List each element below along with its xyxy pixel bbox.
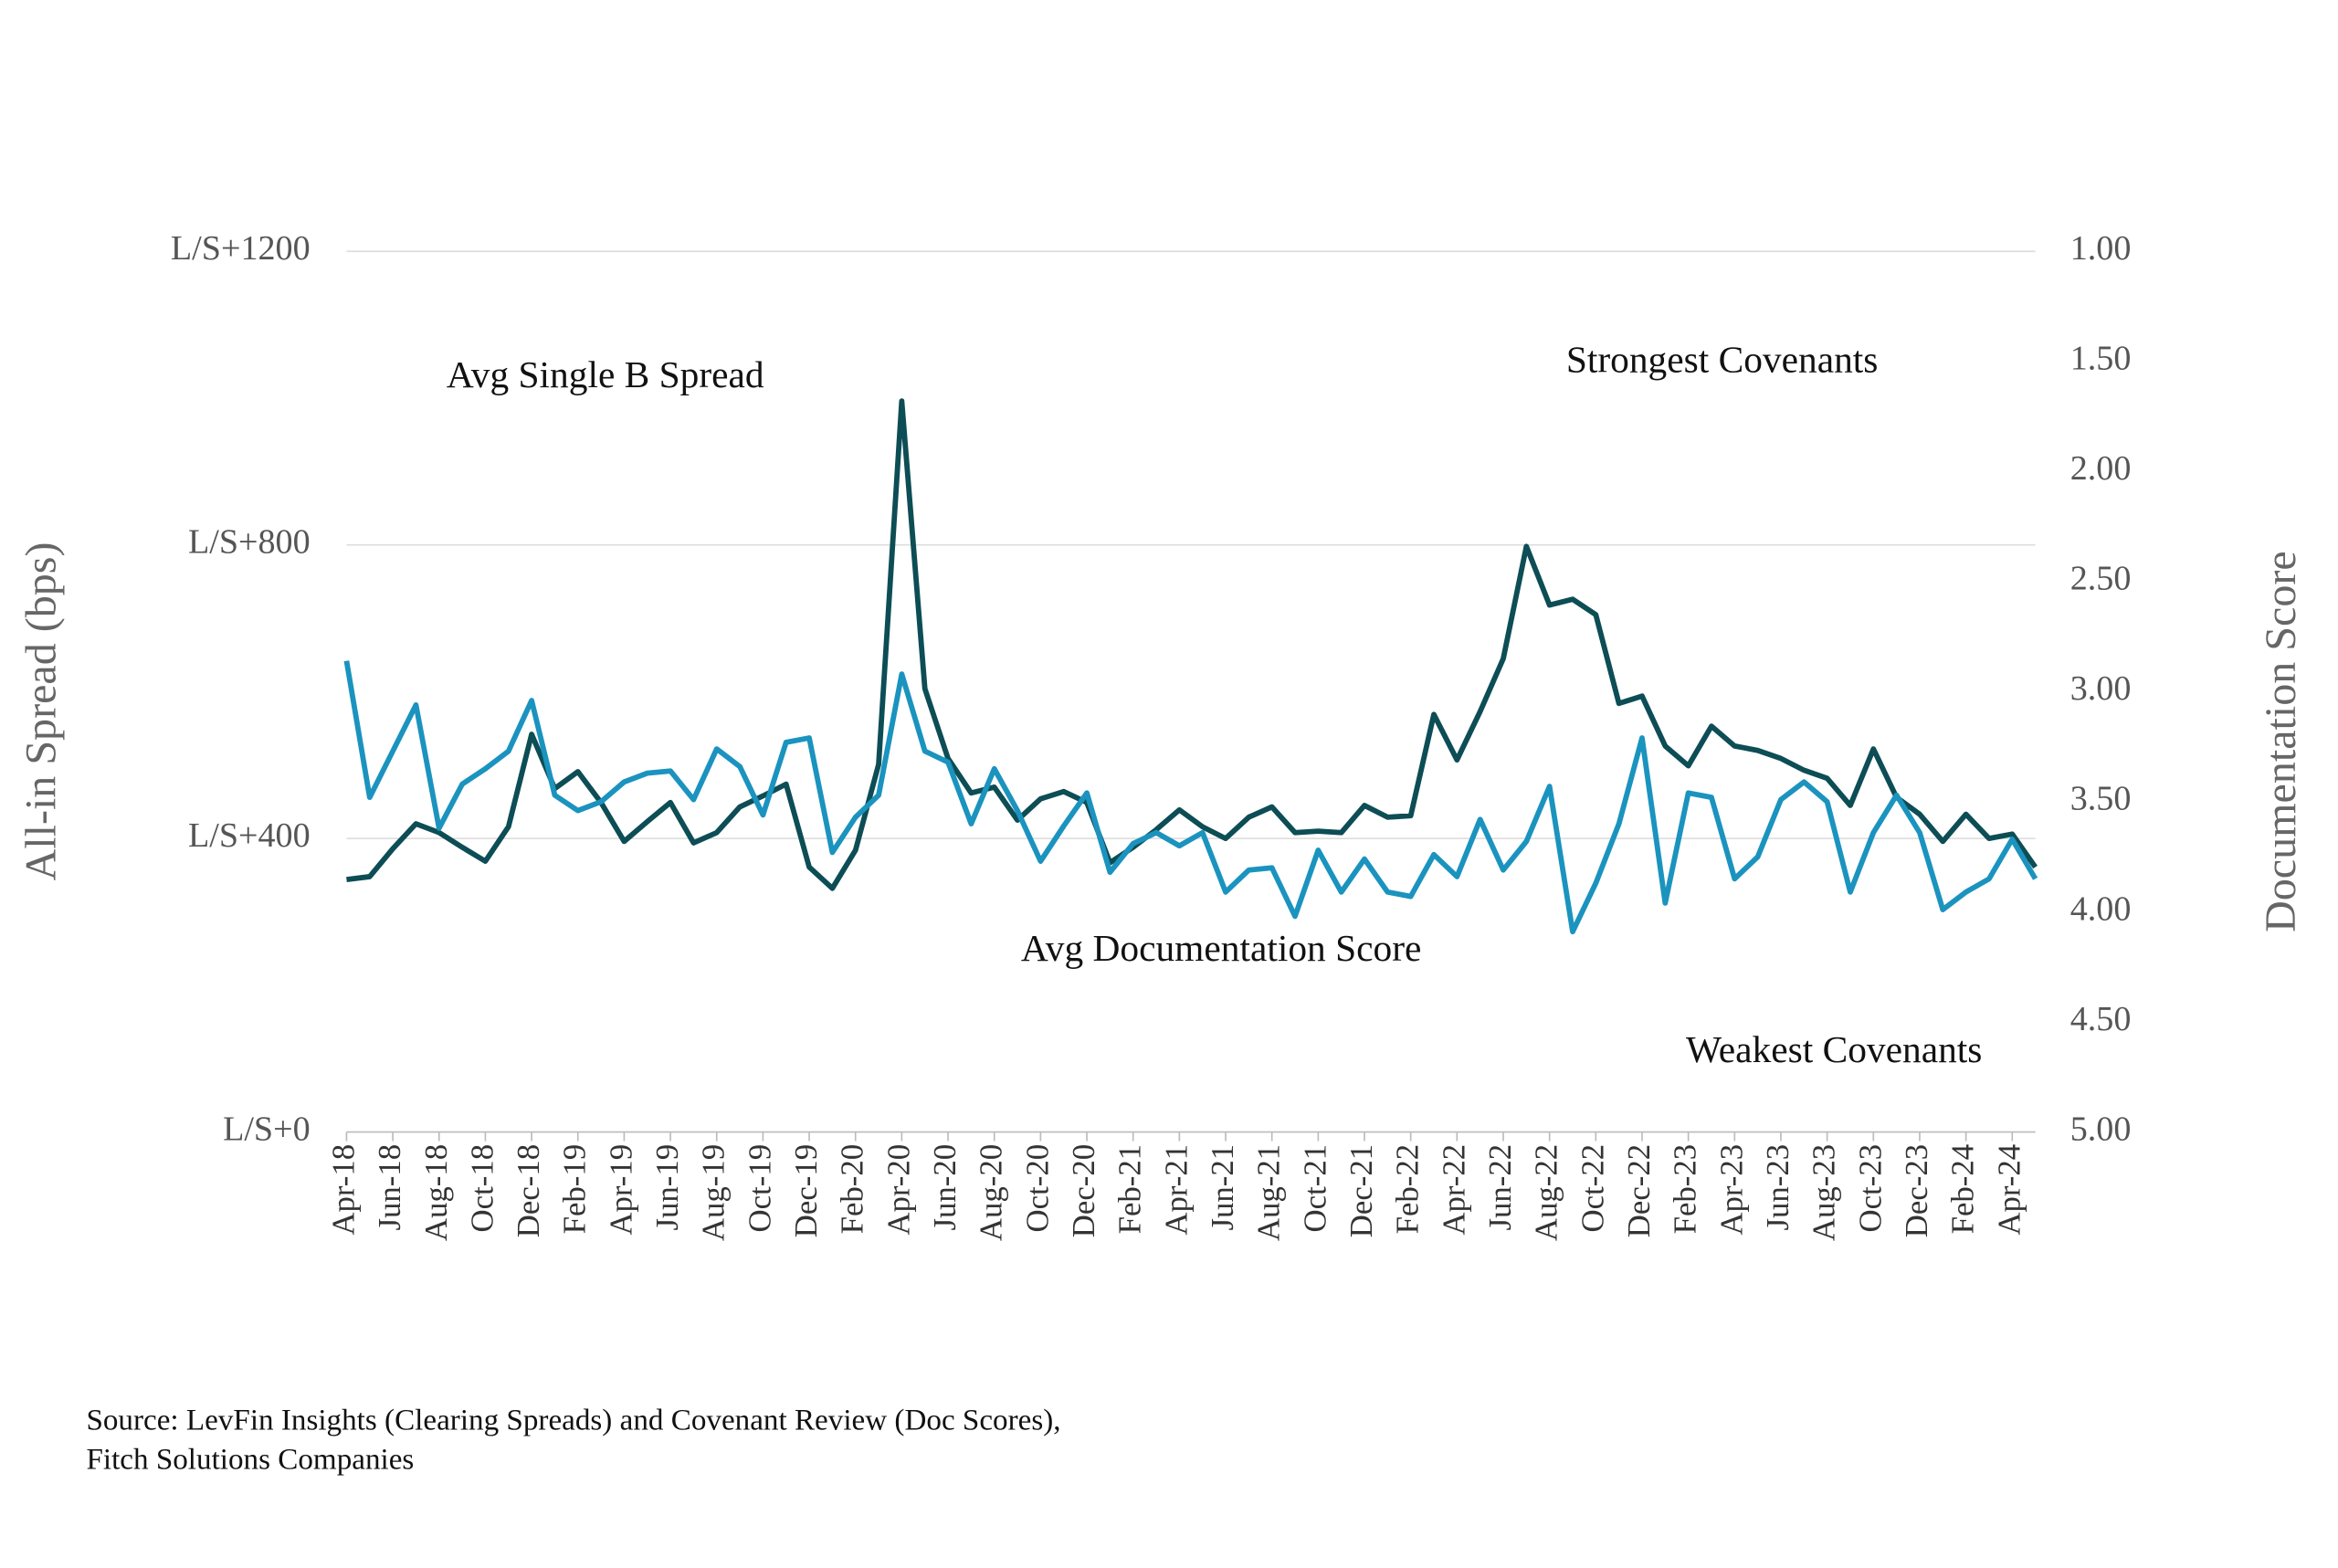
x-tick-label: Dec-19 [788,1144,824,1237]
x-tick-label: Jun-19 [649,1144,685,1231]
x-tick-label: Apr-22 [1436,1144,1471,1236]
y2-tick-label: 4.50 [2070,1000,2132,1038]
y-tick-label: L/S+400 [188,816,311,855]
y2-tick-label: 4.00 [2070,889,2132,928]
y2-tick-label: 2.00 [2070,449,2132,488]
y-axis-title: All-in Spread (bps) [17,542,66,880]
x-tick-label: Jun-20 [927,1144,963,1231]
x-tick-label: Dec-22 [1621,1144,1657,1237]
x-tick-label: Dec-21 [1343,1144,1379,1237]
x-tick-label: Jun-21 [1205,1144,1240,1231]
x-tick-label: Dec-18 [511,1144,546,1237]
x-tick-label: Aug-21 [1251,1144,1287,1241]
x-tick-label: Apr-18 [325,1144,361,1236]
series-line [346,398,2038,891]
annotation: Weakest Covenants [1686,1028,1982,1070]
source-line: Source: LevFin Insights (Clearing Spread… [86,1403,1060,1436]
x-tick-label: Oct-20 [1019,1144,1055,1233]
x-tick-label: Feb-20 [835,1144,870,1235]
x-tick-label: Apr-20 [880,1144,916,1236]
y2-tick-label: 5.00 [2070,1110,2132,1148]
x-tick-label: Aug-18 [418,1144,454,1241]
x-tick-label: Feb-24 [1945,1144,1981,1235]
x-tick-label: Oct-23 [1852,1144,1888,1233]
x-tick-label: Apr-23 [1713,1144,1749,1236]
y2-tick-label: 3.00 [2070,669,2132,708]
x-tick-label: Feb-23 [1668,1144,1703,1235]
x-tick-label: Apr-24 [1991,1144,2027,1236]
x-tick-label: Aug-23 [1806,1144,1842,1241]
y2-tick-label: 3.50 [2070,780,2132,818]
annotation: Strongest Covenants [1566,338,1879,380]
x-tick-label: Oct-19 [742,1144,777,1233]
y2-tick-label: 2.50 [2070,560,2132,598]
source-line: Fitch Solutions Companies [86,1442,414,1476]
x-tick-label: Feb-21 [1112,1144,1148,1235]
y2-tick-label: 1.50 [2070,340,2132,378]
y2-axis-title: Documentation Score [2257,551,2305,932]
x-tick-label: Jun-22 [1482,1144,1518,1231]
x-tick-label: Apr-21 [1158,1144,1194,1236]
y-tick-label: L/S+800 [188,522,311,561]
x-tick-label: Apr-19 [603,1144,638,1236]
x-tick-label: Aug-20 [974,1144,1009,1241]
x-tick-label: Jun-23 [1760,1144,1796,1231]
x-tick-label: Oct-21 [1297,1144,1332,1233]
series-label: Avg Documentation Score [1021,927,1422,969]
x-tick-label: Oct-22 [1574,1144,1610,1233]
x-tick-label: Feb-19 [557,1144,593,1235]
series-label: Avg Single B Spread [447,353,764,395]
x-tick-label: Feb-22 [1390,1144,1426,1235]
x-tick-label: Dec-20 [1066,1144,1101,1237]
series-line [343,660,2038,935]
x-tick-label: Jun-18 [372,1144,407,1231]
x-tick-label: Dec-23 [1899,1144,1934,1237]
x-tick-label: Aug-19 [696,1144,732,1241]
y-tick-label: L/S+1200 [171,229,311,268]
y-tick-label: L/S+0 [223,1110,311,1148]
x-tick-label: Aug-22 [1529,1144,1564,1241]
y2-tick-label: 1.00 [2070,229,2132,268]
x-tick-label: Oct-18 [464,1144,500,1233]
